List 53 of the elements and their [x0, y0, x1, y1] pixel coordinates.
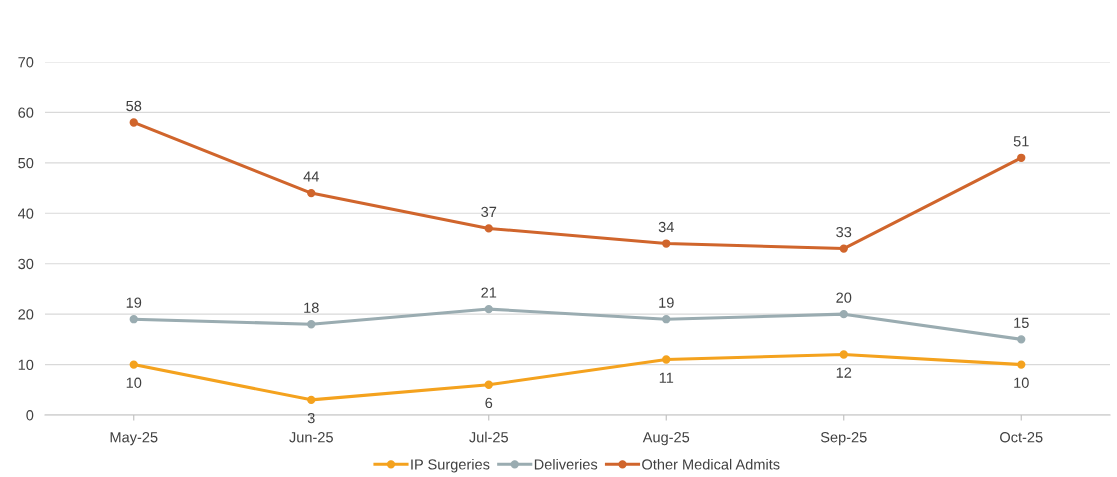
data-label: 19: [659, 297, 674, 308]
y-tick-label: 30: [18, 258, 34, 270]
data-label: 19: [126, 297, 142, 308]
y-tick-label: 70: [18, 57, 34, 68]
point: [307, 320, 316, 329]
x-tick-label: Sep-25: [820, 432, 867, 446]
x-tick-label: Oct-25: [1000, 432, 1043, 443]
x-tick-label: May-25: [110, 432, 158, 446]
data-label: 34: [658, 221, 674, 233]
point: [839, 350, 848, 359]
point: [839, 244, 848, 253]
point: [662, 315, 671, 324]
point: [307, 395, 316, 405]
data-label: 15: [1014, 317, 1029, 328]
data-label: 10: [1014, 377, 1029, 388]
point: [662, 239, 671, 248]
x-tick-label: Jun-25: [289, 432, 333, 443]
data-label: 11: [659, 372, 674, 383]
point: [1017, 335, 1026, 344]
data-label: 33: [836, 226, 852, 238]
x-tick-label: Aug-25: [642, 432, 690, 446]
data-label: 12: [836, 367, 852, 378]
point: [1017, 153, 1026, 162]
point: [484, 224, 493, 233]
data-label: 21: [481, 287, 497, 298]
data-label: 37: [481, 206, 497, 218]
point: [129, 315, 138, 324]
point: [484, 380, 493, 389]
data-label: 51: [1013, 136, 1029, 147]
legend-label: IP Surgeries: [411, 458, 490, 473]
point: [839, 309, 848, 319]
y-tick-label: 20: [18, 309, 34, 320]
x-tick-label: Jul-25: [469, 431, 508, 443]
data-label: 10: [126, 377, 142, 388]
data-label: 18: [304, 302, 319, 313]
legend-label: Other Medical Admits: [642, 458, 780, 470]
data-label: 6: [485, 397, 493, 409]
data-label: 3: [307, 412, 315, 424]
y-tick-label: 10: [18, 359, 34, 370]
y-tick-label: 0: [26, 410, 34, 421]
point: [1017, 360, 1026, 369]
point: [307, 188, 316, 198]
point: [484, 304, 493, 314]
legend-label: Deliveries: [534, 458, 598, 470]
point: [129, 118, 138, 127]
data-label: 44: [303, 171, 319, 182]
data-label: 58: [126, 100, 142, 112]
y-tick-label: 60: [18, 107, 34, 118]
point: [129, 360, 138, 369]
point: [662, 355, 671, 364]
y-tick-label: 40: [18, 208, 34, 219]
data-label: 20: [836, 292, 852, 303]
y-tick-label: 50: [18, 157, 34, 169]
